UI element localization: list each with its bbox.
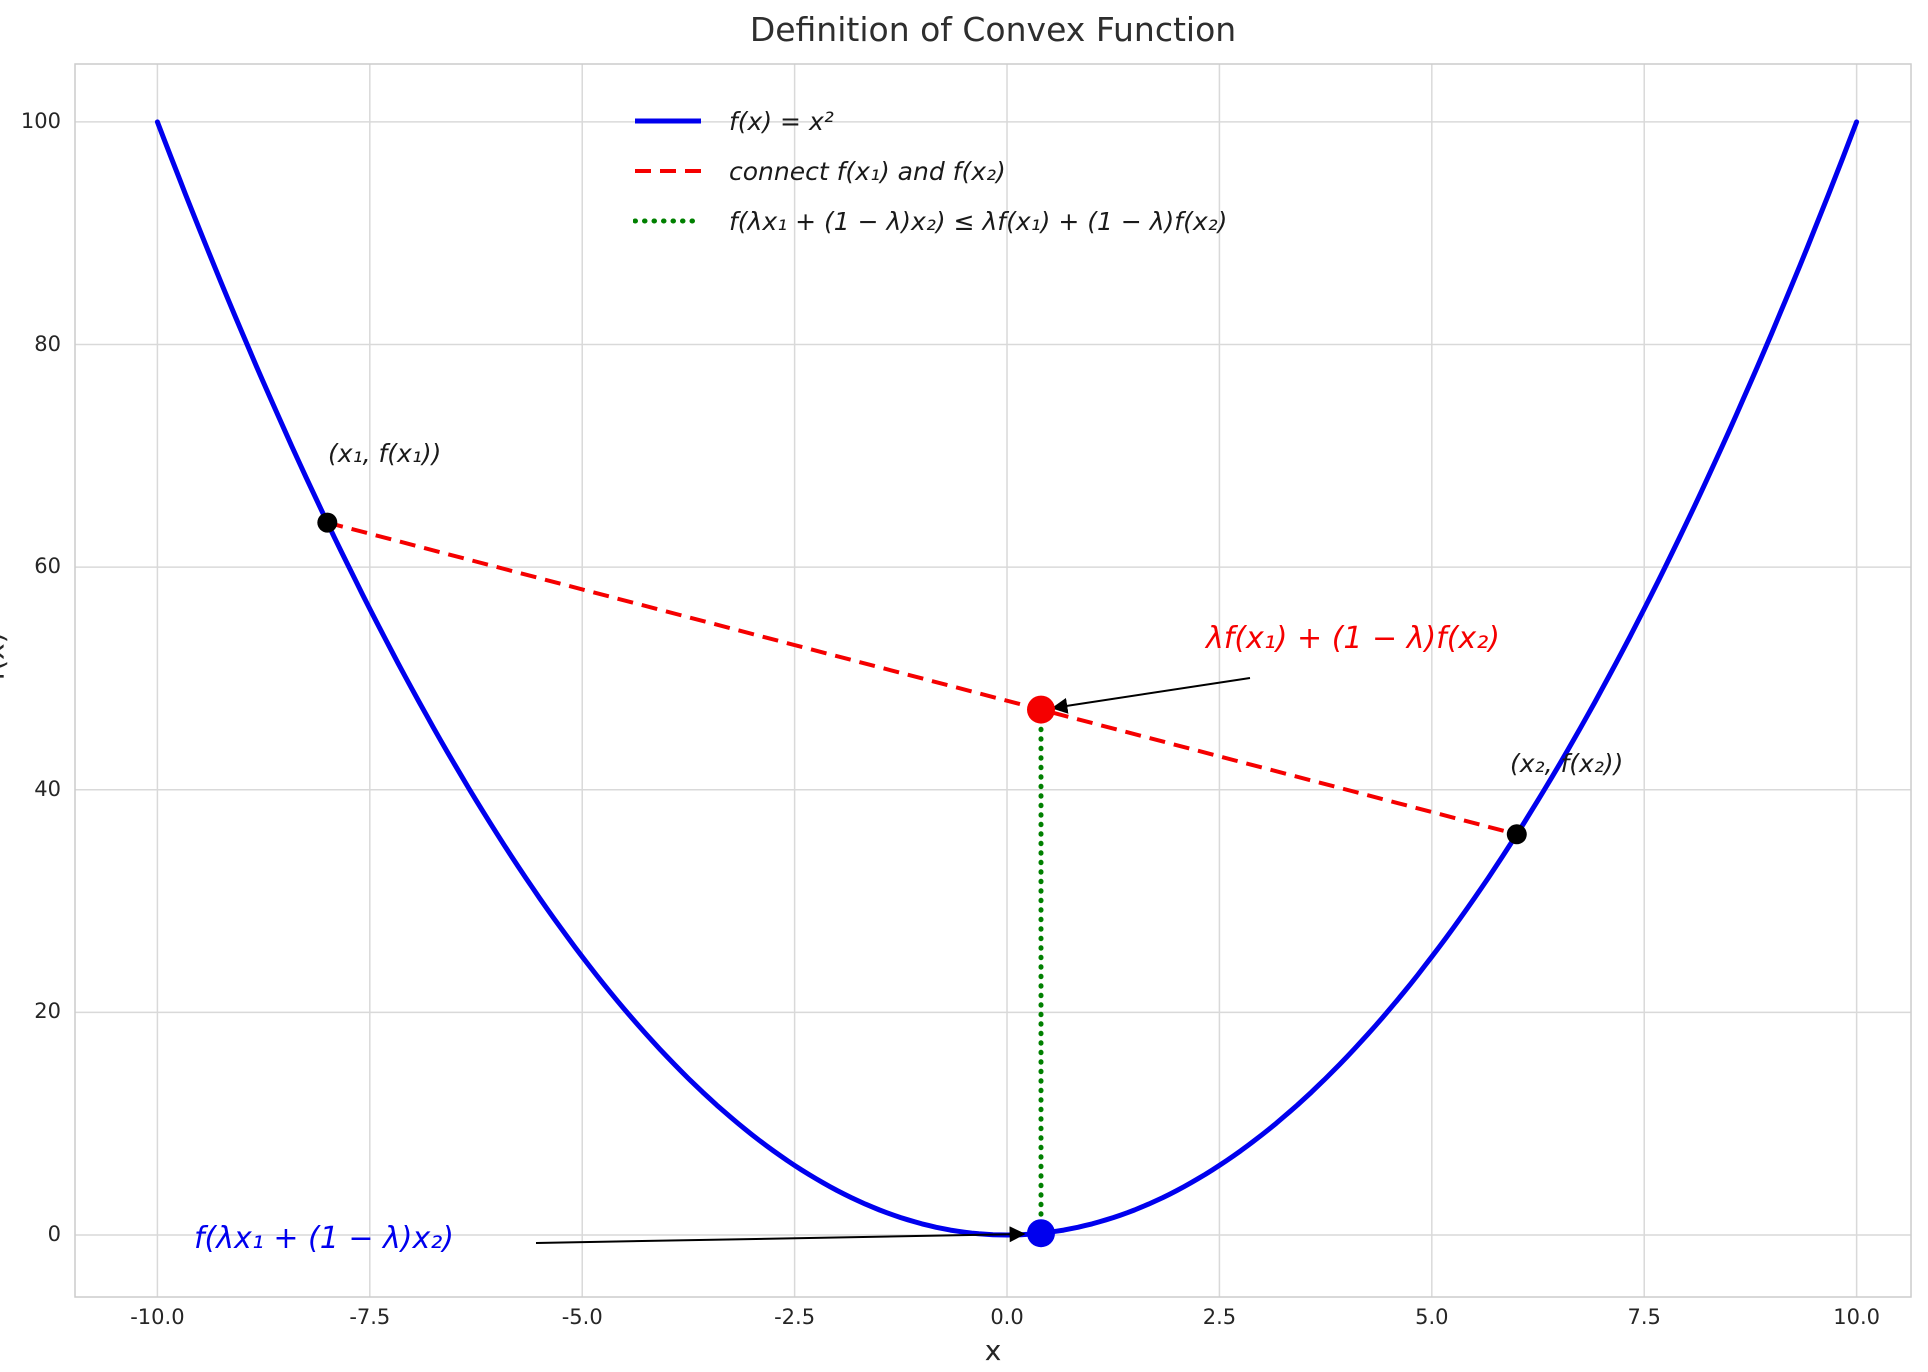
x-tick-label: -7.5 [349,1305,391,1329]
x-axis-label: x [984,1334,1002,1367]
legend: f(x) = x² connect f(x₁) and f(x₂) f(λx₁ + … [633,96,1227,246]
annotation-arrow-3 [535,1226,1026,1244]
chord-line [326,520,1518,837]
y-tick-label: 20 [34,999,61,1024]
legend-line-sample-solid [635,118,701,124]
annotation-arrow-2 [1051,677,1251,714]
x-tick-label: 7.5 [1627,1305,1661,1329]
x-tick-label: -2.5 [774,1305,816,1329]
legend-item-1: connect f(x₁) and f(x₂) [633,146,1227,196]
x-tick-label: 2.5 [1202,1305,1237,1329]
y-tick-label: 40 [34,776,61,801]
chart-title: Definition of Convex Function [749,10,1237,49]
x-tick-label: 0.0 [990,1305,1024,1329]
data-point-1 [1506,824,1527,845]
plot-border [74,63,1912,1298]
x-tick-label: 10.0 [1833,1305,1880,1329]
y-tick-label: 60 [34,554,61,579]
y-tick-label: 100 [20,108,61,133]
legend-line-sample-dashed [635,169,701,173]
annotation-text-0: (x₁, f(x₁)) [328,439,442,468]
annotation-text-2: λf(x₁) + (1 − λ)f(x₂) [1206,621,1500,656]
legend-label-0: f(x) = x² [729,106,834,136]
legend-label-1: connect f(x₁) and f(x₂) [729,156,1006,186]
annotation-text-1: (x₂, f(x₂)) [1510,749,1624,778]
x-tick-label: -10.0 [130,1305,185,1329]
data-point-0 [317,512,338,533]
data-point-3 [1027,1219,1056,1248]
legend-item-0: f(x) = x² [633,96,1227,146]
y-axis-label: f(x) [0,632,11,681]
annotation-text-3: f(λx₁ + (1 − λ)x₂) [194,1221,454,1256]
data-point-2 [1027,695,1056,724]
y-tick-label: 80 [34,331,61,356]
x-tick-label: 5.0 [1415,1305,1449,1329]
legend-line-sample-dotted [633,218,703,224]
x-tick-label: -5.0 [561,1305,603,1329]
y-tick-label: 0 [47,1221,61,1246]
legend-label-2: f(λx₁ + (1 − λ)x₂) ≤ λf(x₁) + (1 − λ)f(x… [729,206,1228,236]
legend-item-2: f(λx₁ + (1 − λ)x₂) ≤ λf(x₁) + (1 − λ)f(x… [633,196,1227,246]
